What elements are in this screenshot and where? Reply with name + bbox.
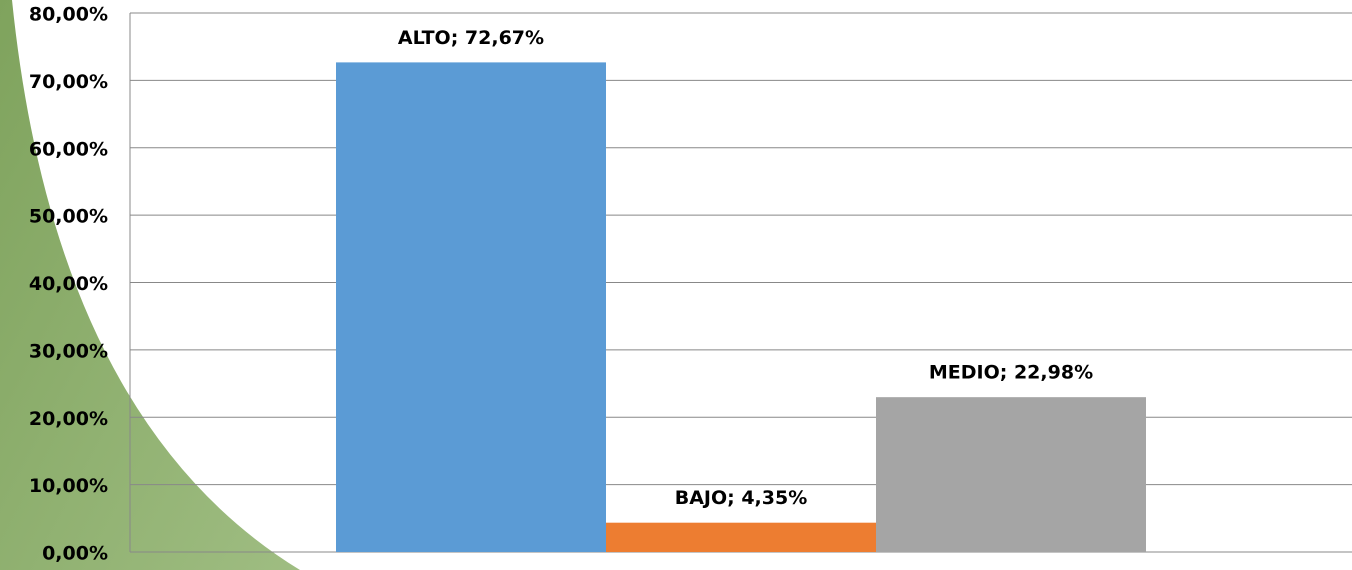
y-tick-label: 20,00% — [29, 408, 108, 430]
y-tick-label: 70,00% — [29, 71, 108, 93]
bar — [876, 397, 1146, 552]
y-tick-label: 30,00% — [29, 340, 108, 362]
y-tick-label: 0,00% — [42, 543, 108, 565]
data-label: MEDIO; 22,98% — [929, 362, 1093, 384]
data-label: ALTO; 72,67% — [398, 27, 544, 49]
y-tick-label: 50,00% — [29, 206, 108, 228]
data-label: BAJO; 4,35% — [675, 487, 808, 509]
bar — [336, 62, 606, 553]
y-tick-label: 10,00% — [29, 475, 108, 497]
y-tick-label: 40,00% — [29, 273, 108, 295]
y-tick-label: 60,00% — [29, 138, 108, 160]
background-shape — [0, 0, 300, 570]
y-tick-label: 80,00% — [29, 4, 108, 26]
bar — [606, 522, 876, 552]
